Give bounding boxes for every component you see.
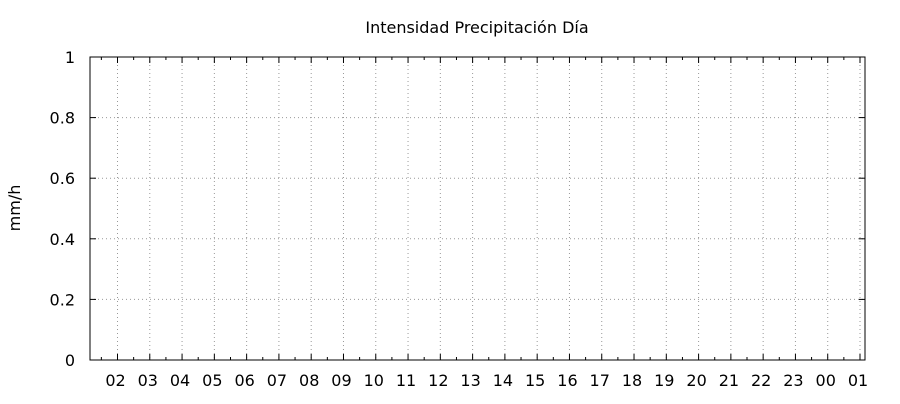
tick-label-layer: 0 0.2 0.4 0.6 0.8 1 02 03 04 05 06 07 08 09 10 11 12 13 14… bbox=[50, 48, 869, 390]
x-tick-label: 21 bbox=[719, 371, 739, 390]
y-tick-label: 0.2 bbox=[50, 290, 75, 309]
x-tick-label: 13 bbox=[460, 371, 480, 390]
x-tick-label: 06 bbox=[234, 371, 254, 390]
x-tick-label: 23 bbox=[783, 371, 803, 390]
x-tick-label: 15 bbox=[525, 371, 545, 390]
chart-title: Intensidad Precipitación Día bbox=[365, 18, 588, 37]
y-axis-label: mm/h bbox=[5, 185, 24, 232]
x-tick-label: 14 bbox=[493, 371, 513, 390]
x-tick-label: 07 bbox=[267, 371, 287, 390]
x-tick-label: 00 bbox=[816, 371, 836, 390]
y-tick-label: 0.8 bbox=[50, 109, 75, 128]
x-tick-label: 16 bbox=[557, 371, 577, 390]
x-tick-label: 05 bbox=[202, 371, 222, 390]
x-tick-label: 01 bbox=[848, 371, 868, 390]
y-tick-label: 0.6 bbox=[50, 169, 75, 188]
y-tick-label: 0 bbox=[65, 351, 75, 370]
grid-layer bbox=[90, 57, 865, 360]
x-tick-label: 18 bbox=[622, 371, 642, 390]
x-tick-label: 04 bbox=[170, 371, 190, 390]
tick-layer bbox=[90, 56, 865, 361]
y-tick-label: 1 bbox=[65, 48, 75, 67]
x-tick-label: 19 bbox=[654, 371, 674, 390]
plot-frame bbox=[89, 56, 866, 361]
x-tick-label: 02 bbox=[105, 371, 125, 390]
x-tick-label: 20 bbox=[686, 371, 706, 390]
x-tick-label: 09 bbox=[331, 371, 351, 390]
x-tick-label: 08 bbox=[299, 371, 319, 390]
x-tick-label: 17 bbox=[590, 371, 610, 390]
x-tick-label: 10 bbox=[364, 371, 384, 390]
x-tick-label: 12 bbox=[428, 371, 448, 390]
x-tick-label: 22 bbox=[751, 371, 771, 390]
x-tick-label: 11 bbox=[396, 371, 416, 390]
y-tick-label: 0.4 bbox=[50, 230, 75, 249]
x-tick-label: 03 bbox=[138, 371, 158, 390]
